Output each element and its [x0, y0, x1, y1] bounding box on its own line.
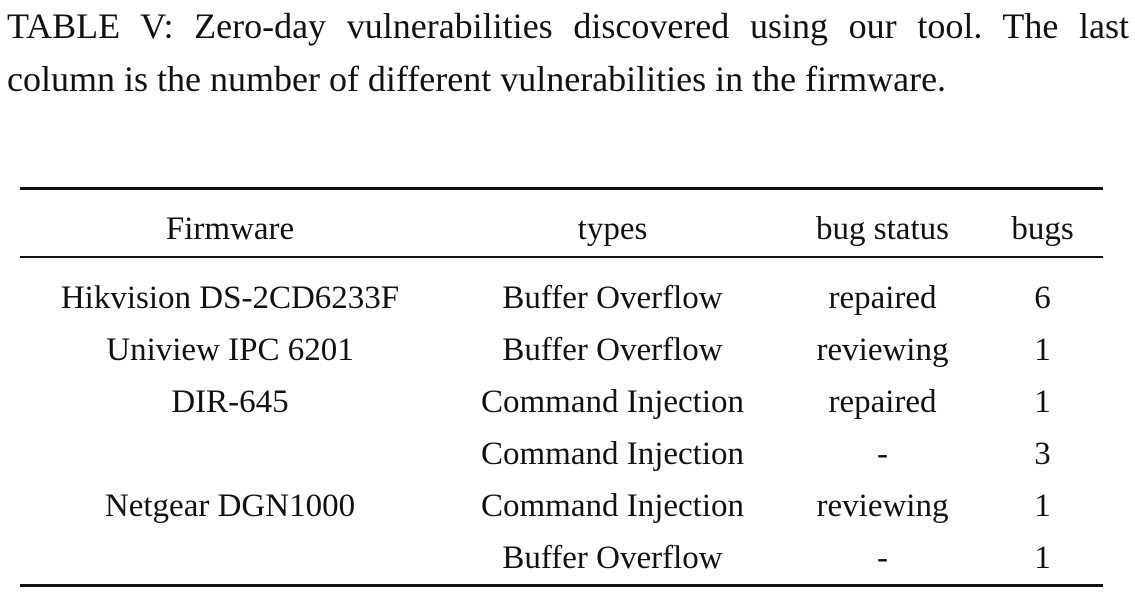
type-cell: Buffer Overflow [502, 332, 723, 368]
bugs-count-cell: 3 [1034, 436, 1051, 472]
bugs-count-cell: 6 [1034, 280, 1051, 316]
type-cell: Command Injection [480, 384, 745, 420]
column-header-bugs: bugs [1011, 211, 1074, 247]
bug-status-cell: - [877, 436, 888, 472]
firmware-cell: Hikvision DS-2CD6233F [60, 280, 400, 316]
column-header-bug-status: bug status [816, 211, 949, 247]
bugs-count-cell: 1 [1034, 332, 1051, 368]
table-header-rule [20, 256, 1103, 258]
type-cell: Command Injection [480, 488, 745, 524]
table-caption: TABLE V: Zero-day vulnerabilities discov… [7, 6, 1129, 99]
type-cell: Buffer Overflow [502, 280, 723, 316]
bug-status-cell: - [877, 540, 888, 576]
column-header-types: types [577, 211, 648, 247]
bug-status-cell: reviewing [816, 332, 949, 368]
bugs-count-cell: 1 [1034, 384, 1051, 420]
bugs-count-cell: 1 [1034, 540, 1051, 576]
bugs-count-cell: 1 [1034, 488, 1051, 524]
type-cell: Command Injection [480, 436, 745, 472]
firmware-cell: Uniview IPC 6201 [106, 332, 354, 368]
table-top-rule [20, 187, 1103, 190]
firmware-cell: DIR-645 [171, 384, 289, 420]
firmware-cell: Netgear DGN1000 [104, 488, 356, 524]
type-cell: Buffer Overflow [502, 540, 723, 576]
bug-status-cell: repaired [828, 384, 937, 420]
bug-status-cell: repaired [828, 280, 937, 316]
table-bottom-rule [20, 584, 1103, 587]
column-header-firmware: Firmware [165, 211, 295, 247]
bug-status-cell: reviewing [816, 488, 949, 524]
